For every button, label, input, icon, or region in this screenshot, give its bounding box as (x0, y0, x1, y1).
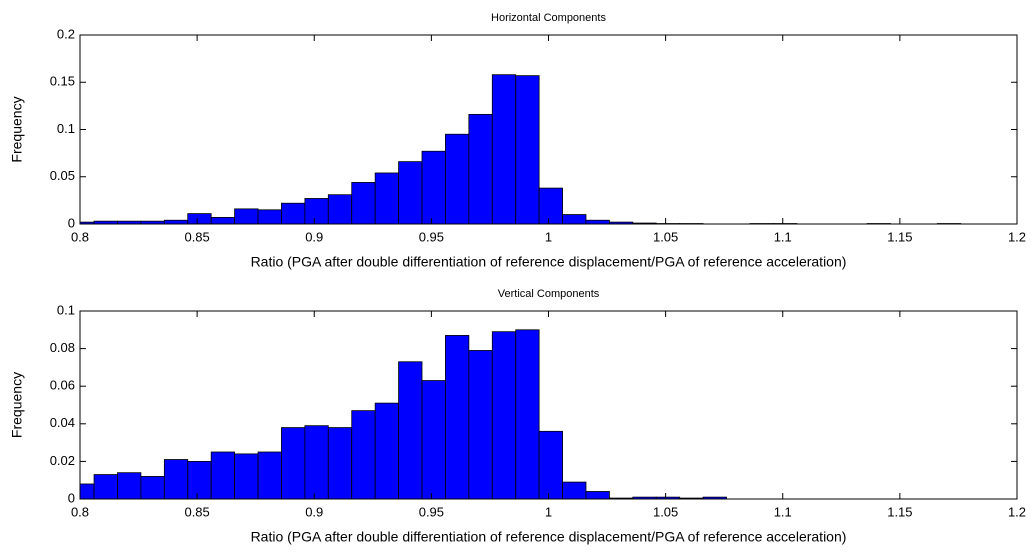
bar (80, 484, 94, 499)
bar (516, 76, 539, 224)
y-tick-label: 0 (68, 490, 75, 505)
x-tick-label: 0.8 (71, 504, 89, 519)
y-tick-label: 0.08 (50, 340, 75, 355)
bar (399, 162, 422, 224)
bar (258, 452, 281, 499)
x-tick-label: 1.15 (887, 229, 912, 244)
x-axis-label: Ratio (PGA after double differentiation … (251, 529, 847, 545)
x-tick-label: 1 (545, 229, 552, 244)
bar (281, 428, 304, 499)
bar (188, 461, 211, 499)
bar (492, 332, 515, 499)
y-tick-label: 0.06 (50, 378, 75, 393)
x-tick-label: 1.2 (1008, 504, 1026, 519)
y-tick-label: 0.1 (57, 121, 75, 136)
bar (586, 220, 609, 224)
x-tick-label: 0.95 (419, 229, 444, 244)
y-tick-label: 0.2 (57, 26, 75, 41)
chart-title: Horizontal Components (491, 12, 606, 24)
x-tick-label: 1.2 (1008, 229, 1026, 244)
x-tick-label: 0.85 (184, 504, 209, 519)
y-axis-label: Frequency (9, 372, 25, 438)
bar (469, 350, 492, 499)
y-tick-label: 0.02 (50, 453, 75, 468)
bar (188, 214, 211, 224)
bar (375, 403, 398, 499)
y-axis-label: Frequency (9, 96, 25, 162)
bar (117, 473, 140, 499)
y-tick-label: 0.1 (57, 302, 75, 317)
x-tick-label: 1.1 (774, 229, 792, 244)
bar (235, 209, 258, 224)
bar (539, 431, 562, 499)
bar (563, 215, 586, 224)
x-tick-label: 1.05 (653, 229, 678, 244)
x-tick-label: 1 (545, 504, 552, 519)
x-tick-label: 0.8 (71, 229, 89, 244)
bar (445, 134, 468, 224)
x-tick-label: 0.9 (305, 504, 323, 519)
bar (281, 203, 304, 224)
bar (563, 482, 586, 499)
bar (422, 381, 445, 499)
bar (141, 476, 164, 499)
bar (305, 198, 328, 224)
bar (328, 428, 351, 499)
x-tick-label: 1.05 (653, 504, 678, 519)
y-tick-label: 0.15 (50, 74, 75, 89)
bar (539, 188, 562, 224)
y-tick-label: 0.04 (50, 415, 75, 430)
bar (94, 475, 117, 499)
bar (399, 362, 422, 499)
bar (164, 220, 187, 224)
bar (211, 217, 234, 224)
chart-title: Vertical Components (498, 288, 600, 300)
x-tick-label: 1.1 (774, 504, 792, 519)
bar (211, 452, 234, 499)
bar (492, 75, 515, 224)
bar (164, 460, 187, 499)
bar (422, 151, 445, 224)
bar (352, 182, 375, 224)
x-tick-label: 0.9 (305, 229, 323, 244)
bar (586, 491, 609, 499)
bar (469, 114, 492, 224)
x-axis-label: Ratio (PGA after double differentiation … (251, 254, 847, 270)
bar (305, 426, 328, 499)
bar (352, 411, 375, 499)
bar (328, 195, 351, 224)
bar (445, 335, 468, 499)
bar (235, 454, 258, 499)
x-tick-label: 0.95 (419, 504, 444, 519)
bar (375, 173, 398, 224)
x-tick-label: 0.85 (184, 229, 209, 244)
bar (258, 210, 281, 224)
bar (516, 330, 539, 499)
y-tick-label: 0 (68, 215, 75, 230)
x-tick-label: 1.15 (887, 504, 912, 519)
y-tick-label: 0.05 (50, 168, 75, 183)
